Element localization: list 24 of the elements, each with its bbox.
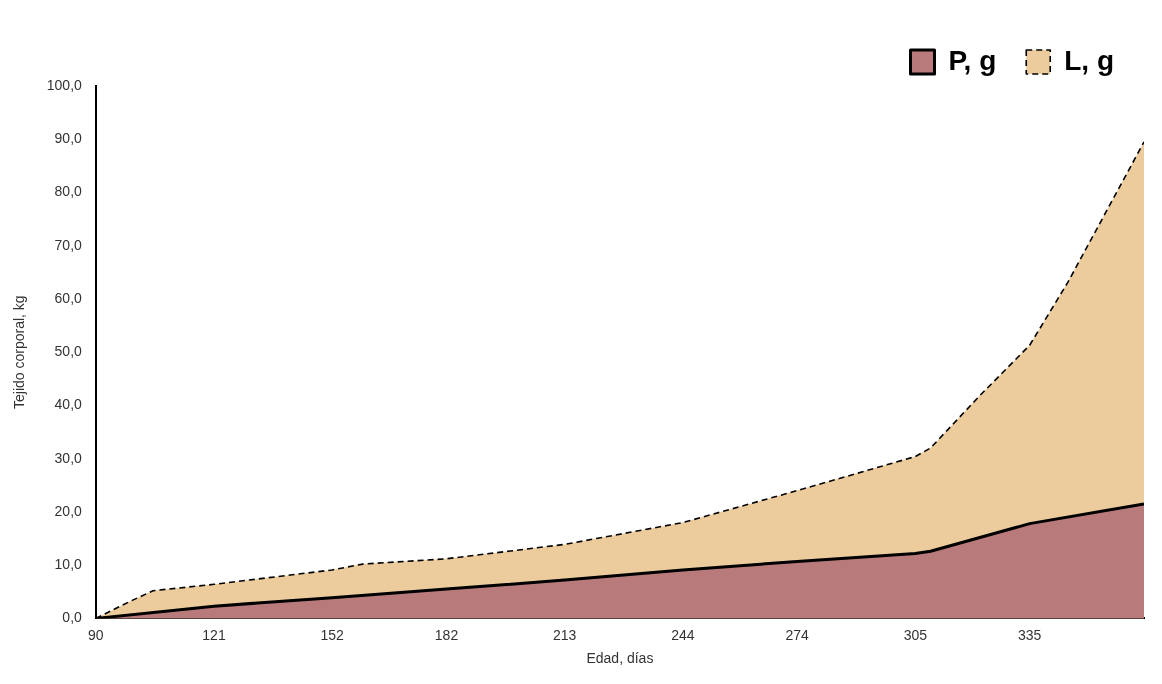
- legend-label: L, g: [1064, 44, 1114, 76]
- x-tick-label: 244: [671, 626, 695, 643]
- x-tick-label: 305: [903, 626, 928, 643]
- y-tick-label: 90,0: [54, 130, 83, 147]
- x-tick-label: 335: [1017, 626, 1042, 643]
- y-axis-title: Tejido corporal, kg: [11, 295, 28, 410]
- x-tick-label: 213: [552, 626, 577, 643]
- y-tick-label: 0,0: [62, 609, 83, 626]
- legend-label: P, g: [948, 44, 997, 76]
- y-tick-label: 10,0: [54, 556, 83, 573]
- y-tick-label: 20,0: [54, 502, 83, 519]
- x-tick-label: 152: [320, 626, 345, 643]
- y-tick-label: 100,0: [46, 76, 83, 93]
- x-tick-label: 274: [785, 626, 810, 643]
- y-tick-label: 30,0: [54, 449, 83, 466]
- x-axis-title: Edad, días: [586, 650, 654, 667]
- y-tick-label: 50,0: [54, 343, 83, 360]
- x-tick-label: 121: [202, 626, 226, 643]
- y-tick-label: 60,0: [54, 289, 83, 306]
- y-tick-label: 70,0: [54, 236, 83, 253]
- x-tick-label: 182: [434, 626, 459, 643]
- y-tick-label: 40,0: [54, 396, 83, 413]
- y-tick-label: 80,0: [54, 183, 83, 200]
- x-tick-label: 90: [88, 626, 104, 643]
